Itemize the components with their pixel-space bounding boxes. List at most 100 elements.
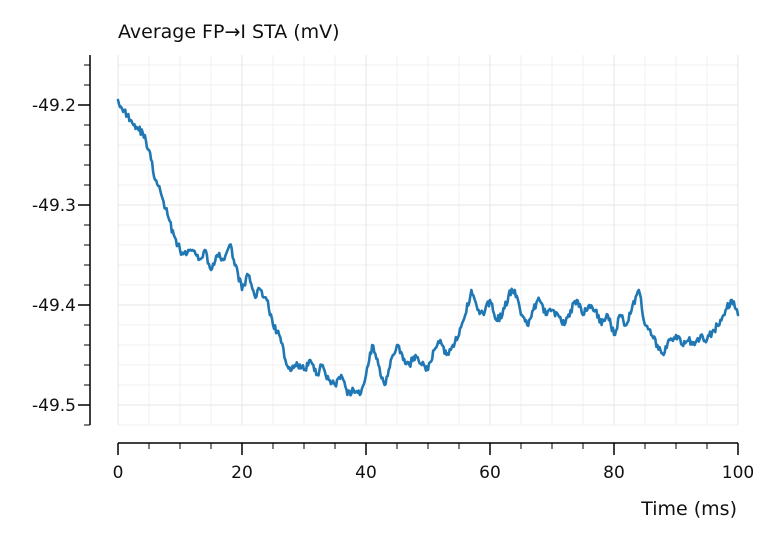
- sta-data-point: [712, 329, 715, 331]
- sta-data-point: [148, 149, 150, 151]
- sta-data-point: [228, 244, 231, 246]
- sta-data-point: [668, 339, 671, 341]
- sta-data-point: [296, 364, 299, 366]
- chart-title: Average FP→I STA (mV): [118, 21, 340, 43]
- sta-data-point: [482, 314, 485, 316]
- sta-data-point: [737, 314, 739, 316]
- sta-data-point: [272, 324, 274, 326]
- sta-data-point: [644, 324, 646, 326]
- sta-data-point: [315, 374, 318, 376]
- sta-data-point: [718, 324, 721, 326]
- sta-data-point: [495, 319, 498, 321]
- sta-data-point: [464, 314, 467, 316]
- sta-data-point: [185, 254, 188, 256]
- sta-data-point: [396, 344, 398, 346]
- sta-data-point: [309, 359, 312, 361]
- sta-data-point: [489, 299, 491, 301]
- x-tick-label: 80: [603, 463, 625, 483]
- sta-data-point: [203, 249, 206, 251]
- x-tick-label: 60: [479, 463, 501, 483]
- sta-data-point: [383, 384, 386, 386]
- y-tick-label: -49.5: [32, 396, 76, 416]
- sta-data-point: [166, 214, 169, 216]
- sta-data-point: [216, 254, 219, 256]
- sta-data-point: [129, 119, 132, 121]
- sta-data-point: [476, 309, 479, 311]
- sta-data-point: [371, 344, 374, 346]
- sta-data-point: [588, 304, 591, 306]
- sta-data-point: [247, 274, 250, 276]
- sta-data-point: [557, 314, 560, 316]
- sta-data-point: [402, 359, 405, 361]
- sta-data-point: [160, 194, 163, 196]
- sta-data-point: [706, 339, 708, 341]
- sta-data-point: [265, 299, 268, 301]
- major-gridlines: [117, 55, 739, 425]
- sta-data-point: [563, 324, 566, 326]
- sta-data-point: [154, 179, 157, 181]
- sta-data-point: [321, 364, 324, 366]
- sta-data-point: [575, 299, 578, 301]
- sta-data-point: [582, 314, 584, 316]
- sta-data-point: [290, 369, 293, 371]
- sta-data-point: [172, 234, 175, 236]
- sta-data-point: [656, 344, 659, 346]
- sta-data-point: [241, 289, 243, 291]
- sta-data-point: [346, 394, 349, 396]
- sta-data-point: [123, 109, 126, 111]
- sta-data-point: [470, 289, 473, 291]
- sta-data-point: [389, 359, 392, 361]
- y-tick-label: -49.3: [32, 196, 76, 216]
- sta-data-point: [501, 314, 504, 316]
- sta-data-point: [377, 364, 380, 366]
- x-tick-label: 40: [355, 463, 377, 483]
- sta-data-point: [619, 314, 622, 316]
- sta-data-point: [358, 394, 361, 396]
- sta-data-point: [278, 334, 281, 336]
- sta-data-point: [532, 309, 535, 311]
- x-axis-ticks: 0 20 40 60 80 100: [113, 443, 754, 483]
- sta-data-point: [724, 309, 727, 311]
- sta-data-point: [606, 314, 609, 316]
- sta-data-point: [439, 339, 442, 341]
- sta-data-point: [340, 374, 343, 376]
- sta-data-point: [445, 354, 448, 356]
- sta-data-point: [544, 314, 547, 316]
- sta-data-point: [650, 334, 653, 336]
- sta-data-point: [179, 249, 181, 251]
- sta-data-point: [352, 389, 355, 391]
- sta-data-point: [625, 324, 628, 326]
- sta-data-point: [600, 324, 603, 326]
- sta-data-point: [303, 369, 305, 371]
- sta-data-point: [222, 259, 225, 261]
- sta-data-point: [408, 364, 411, 366]
- sta-data-point: [197, 259, 200, 261]
- sta-data-point: [135, 126, 138, 128]
- sta-data-point: [433, 349, 436, 351]
- sta-data-point: [637, 289, 640, 291]
- sta-data-point: [675, 334, 677, 336]
- sta-data-point: [253, 294, 256, 296]
- sta-data-point: [451, 344, 454, 346]
- sta-data-point: [365, 374, 367, 376]
- sta-data-point: [526, 324, 529, 326]
- sta-data-point: [420, 364, 423, 366]
- sta-data-point: [259, 289, 262, 291]
- x-tick-label: 0: [113, 463, 124, 483]
- sta-data-point: [594, 309, 597, 311]
- sta-data-point: [520, 314, 522, 316]
- sta-data-point: [631, 304, 634, 306]
- sta-data-point: [513, 289, 516, 291]
- x-axis-label: Time (ms): [640, 498, 737, 520]
- y-tick-label: -49.4: [32, 296, 76, 316]
- sta-data-point: [458, 334, 460, 336]
- series-layer: [116, 98, 740, 397]
- sta-data-point: [284, 359, 287, 361]
- sta-data-point: [210, 269, 212, 271]
- sta-data-point: [699, 334, 702, 336]
- sta-data-point: [234, 264, 237, 266]
- sta-data-point: [507, 294, 510, 296]
- sta-data-point: [693, 344, 696, 346]
